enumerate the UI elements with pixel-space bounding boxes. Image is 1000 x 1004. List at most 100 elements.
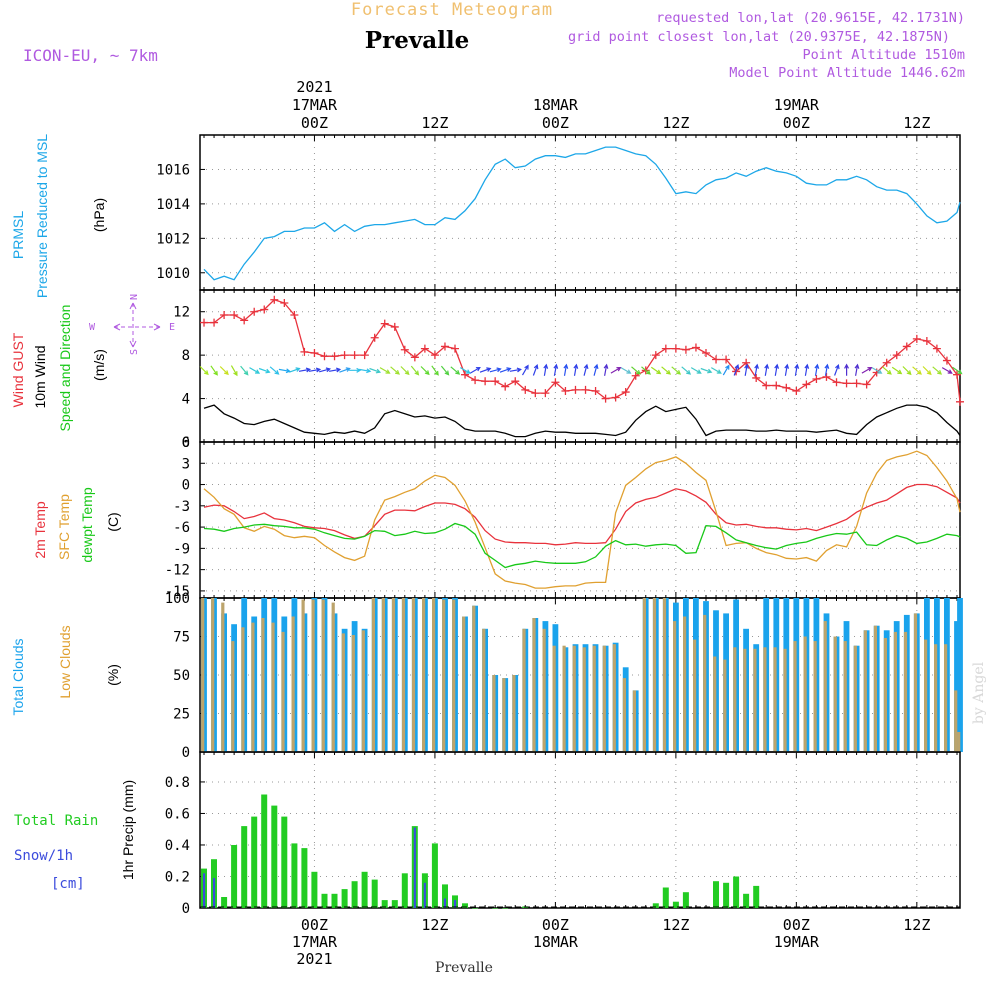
low-clouds-bar xyxy=(442,599,446,752)
low-clouds-bar xyxy=(823,621,827,752)
wind-gust-line-point xyxy=(451,344,460,353)
wind-gust-line-point xyxy=(390,322,399,331)
wind-gust-line-point xyxy=(611,393,620,402)
low-clouds-bar xyxy=(281,631,285,752)
temp-ytick-label: 3 xyxy=(182,456,190,472)
dewpt-label: dewpt Temp xyxy=(79,487,95,562)
pressure-grid xyxy=(200,135,960,290)
top-time-label: 2021 xyxy=(296,78,332,96)
low-clouds-bar xyxy=(532,618,536,752)
wind-arrow xyxy=(794,363,800,376)
wind-gust-line-point xyxy=(651,351,660,360)
wind-arrow xyxy=(603,363,609,376)
low-clouds-bar xyxy=(612,644,616,752)
wind-arrow xyxy=(804,363,810,376)
location-title: Prevalle xyxy=(365,27,469,54)
low-clouds-bar xyxy=(713,656,717,752)
snow-bar xyxy=(454,900,457,908)
snow-bar xyxy=(213,878,216,908)
wind-arrow xyxy=(744,363,749,376)
temp-sfc-line xyxy=(203,450,961,589)
wind-arrow xyxy=(671,366,682,375)
wind-speed-dir-label: Speed and Direction xyxy=(57,305,73,432)
pressure-ytick-label: 1012 xyxy=(156,231,190,247)
low-clouds-bar xyxy=(703,614,707,752)
wind-arrow xyxy=(952,366,963,375)
wind-gust-line-point xyxy=(782,383,791,392)
wind-gust-line-point xyxy=(220,310,229,319)
rain-bar xyxy=(381,900,388,908)
low-clouds-bar xyxy=(452,599,456,752)
wind-arrow xyxy=(499,367,512,373)
wind-arrow xyxy=(932,366,943,375)
wind-arrow xyxy=(240,365,249,376)
top-time-label: 00Z xyxy=(542,114,569,132)
model-label: ICON-EU, ~ 7km xyxy=(23,46,158,65)
wind-panel: 0 4 8 12 xyxy=(173,289,964,451)
top-time-label: 12Z xyxy=(903,114,930,132)
wind-gust-line-point xyxy=(812,375,821,384)
low-clouds-bar xyxy=(572,645,576,752)
wind-gust-line-point xyxy=(952,370,961,379)
wind-gust-line-point xyxy=(280,299,289,308)
wind-arrow xyxy=(922,366,932,376)
wind-gust-line-point xyxy=(531,389,540,398)
clouds-ytick-label: 25 xyxy=(173,707,190,723)
wind-arrow xyxy=(319,367,332,373)
wind-gust-line-point xyxy=(892,351,901,360)
compass-icon: N S W E xyxy=(89,294,175,355)
rain-bar xyxy=(472,908,479,909)
rain-bar xyxy=(291,843,298,908)
wind-arrow xyxy=(278,368,291,374)
wind-arrow xyxy=(912,366,922,375)
wind-arrow xyxy=(420,366,430,376)
rain-bar xyxy=(682,892,689,908)
low-clouds-bar xyxy=(432,598,436,752)
wind-arrow xyxy=(390,366,400,375)
wind-arrow xyxy=(379,367,391,374)
wind-ytick-label: 8 xyxy=(182,348,190,364)
wind-gust-line-point xyxy=(501,382,510,391)
low-clouds-bar xyxy=(462,616,466,752)
total-rain-label: Total Rain xyxy=(14,813,98,829)
temp-panel-labels: 2m Temp SFC Temp dewpt Temp (C) xyxy=(32,487,121,562)
bottom-time-label: 12Z xyxy=(421,916,448,934)
low-clouds-bar xyxy=(472,605,476,752)
low-clouds-bar xyxy=(602,645,606,752)
wind-arrow xyxy=(479,367,492,373)
footer-location: Prevalle xyxy=(435,960,493,976)
rain-bar xyxy=(672,901,679,908)
clouds-ytick-label: 0 xyxy=(182,745,190,761)
rain-bar xyxy=(321,893,328,908)
wind-unit: (m/s) xyxy=(91,349,107,381)
pressure-frame xyxy=(199,134,961,291)
rain-bar xyxy=(652,903,659,908)
wind-arrow xyxy=(219,366,229,376)
low-clouds-bar xyxy=(753,648,757,752)
wind-gust-line-point xyxy=(420,344,429,353)
low-clouds-bar xyxy=(954,690,958,752)
low-clouds-bar xyxy=(893,631,897,752)
low-clouds-bar xyxy=(542,628,546,752)
rain-bar xyxy=(431,843,438,908)
wind-arrow xyxy=(339,367,351,373)
low-clouds-bar xyxy=(592,645,596,752)
low-clouds-bar xyxy=(723,659,727,752)
low-clouds-bar xyxy=(944,644,948,752)
wind-gust-line-point xyxy=(350,351,359,360)
low-clouds-bar xyxy=(813,641,817,752)
pressure-ytick-label: 1010 xyxy=(156,266,190,282)
low-clouds-bar xyxy=(957,732,961,752)
bottom-time-label: 00Z xyxy=(301,916,328,934)
wind-arrow xyxy=(210,365,218,376)
wind-gust-line-point xyxy=(822,372,831,381)
wind-arrow xyxy=(431,365,439,376)
low-clouds-bar xyxy=(743,648,747,752)
wind-gust-line-point xyxy=(792,386,801,395)
wind-gust-line-point xyxy=(541,389,550,398)
snow-bar xyxy=(413,827,416,908)
low-clouds-bar xyxy=(763,647,767,752)
rain-bar xyxy=(361,871,368,908)
